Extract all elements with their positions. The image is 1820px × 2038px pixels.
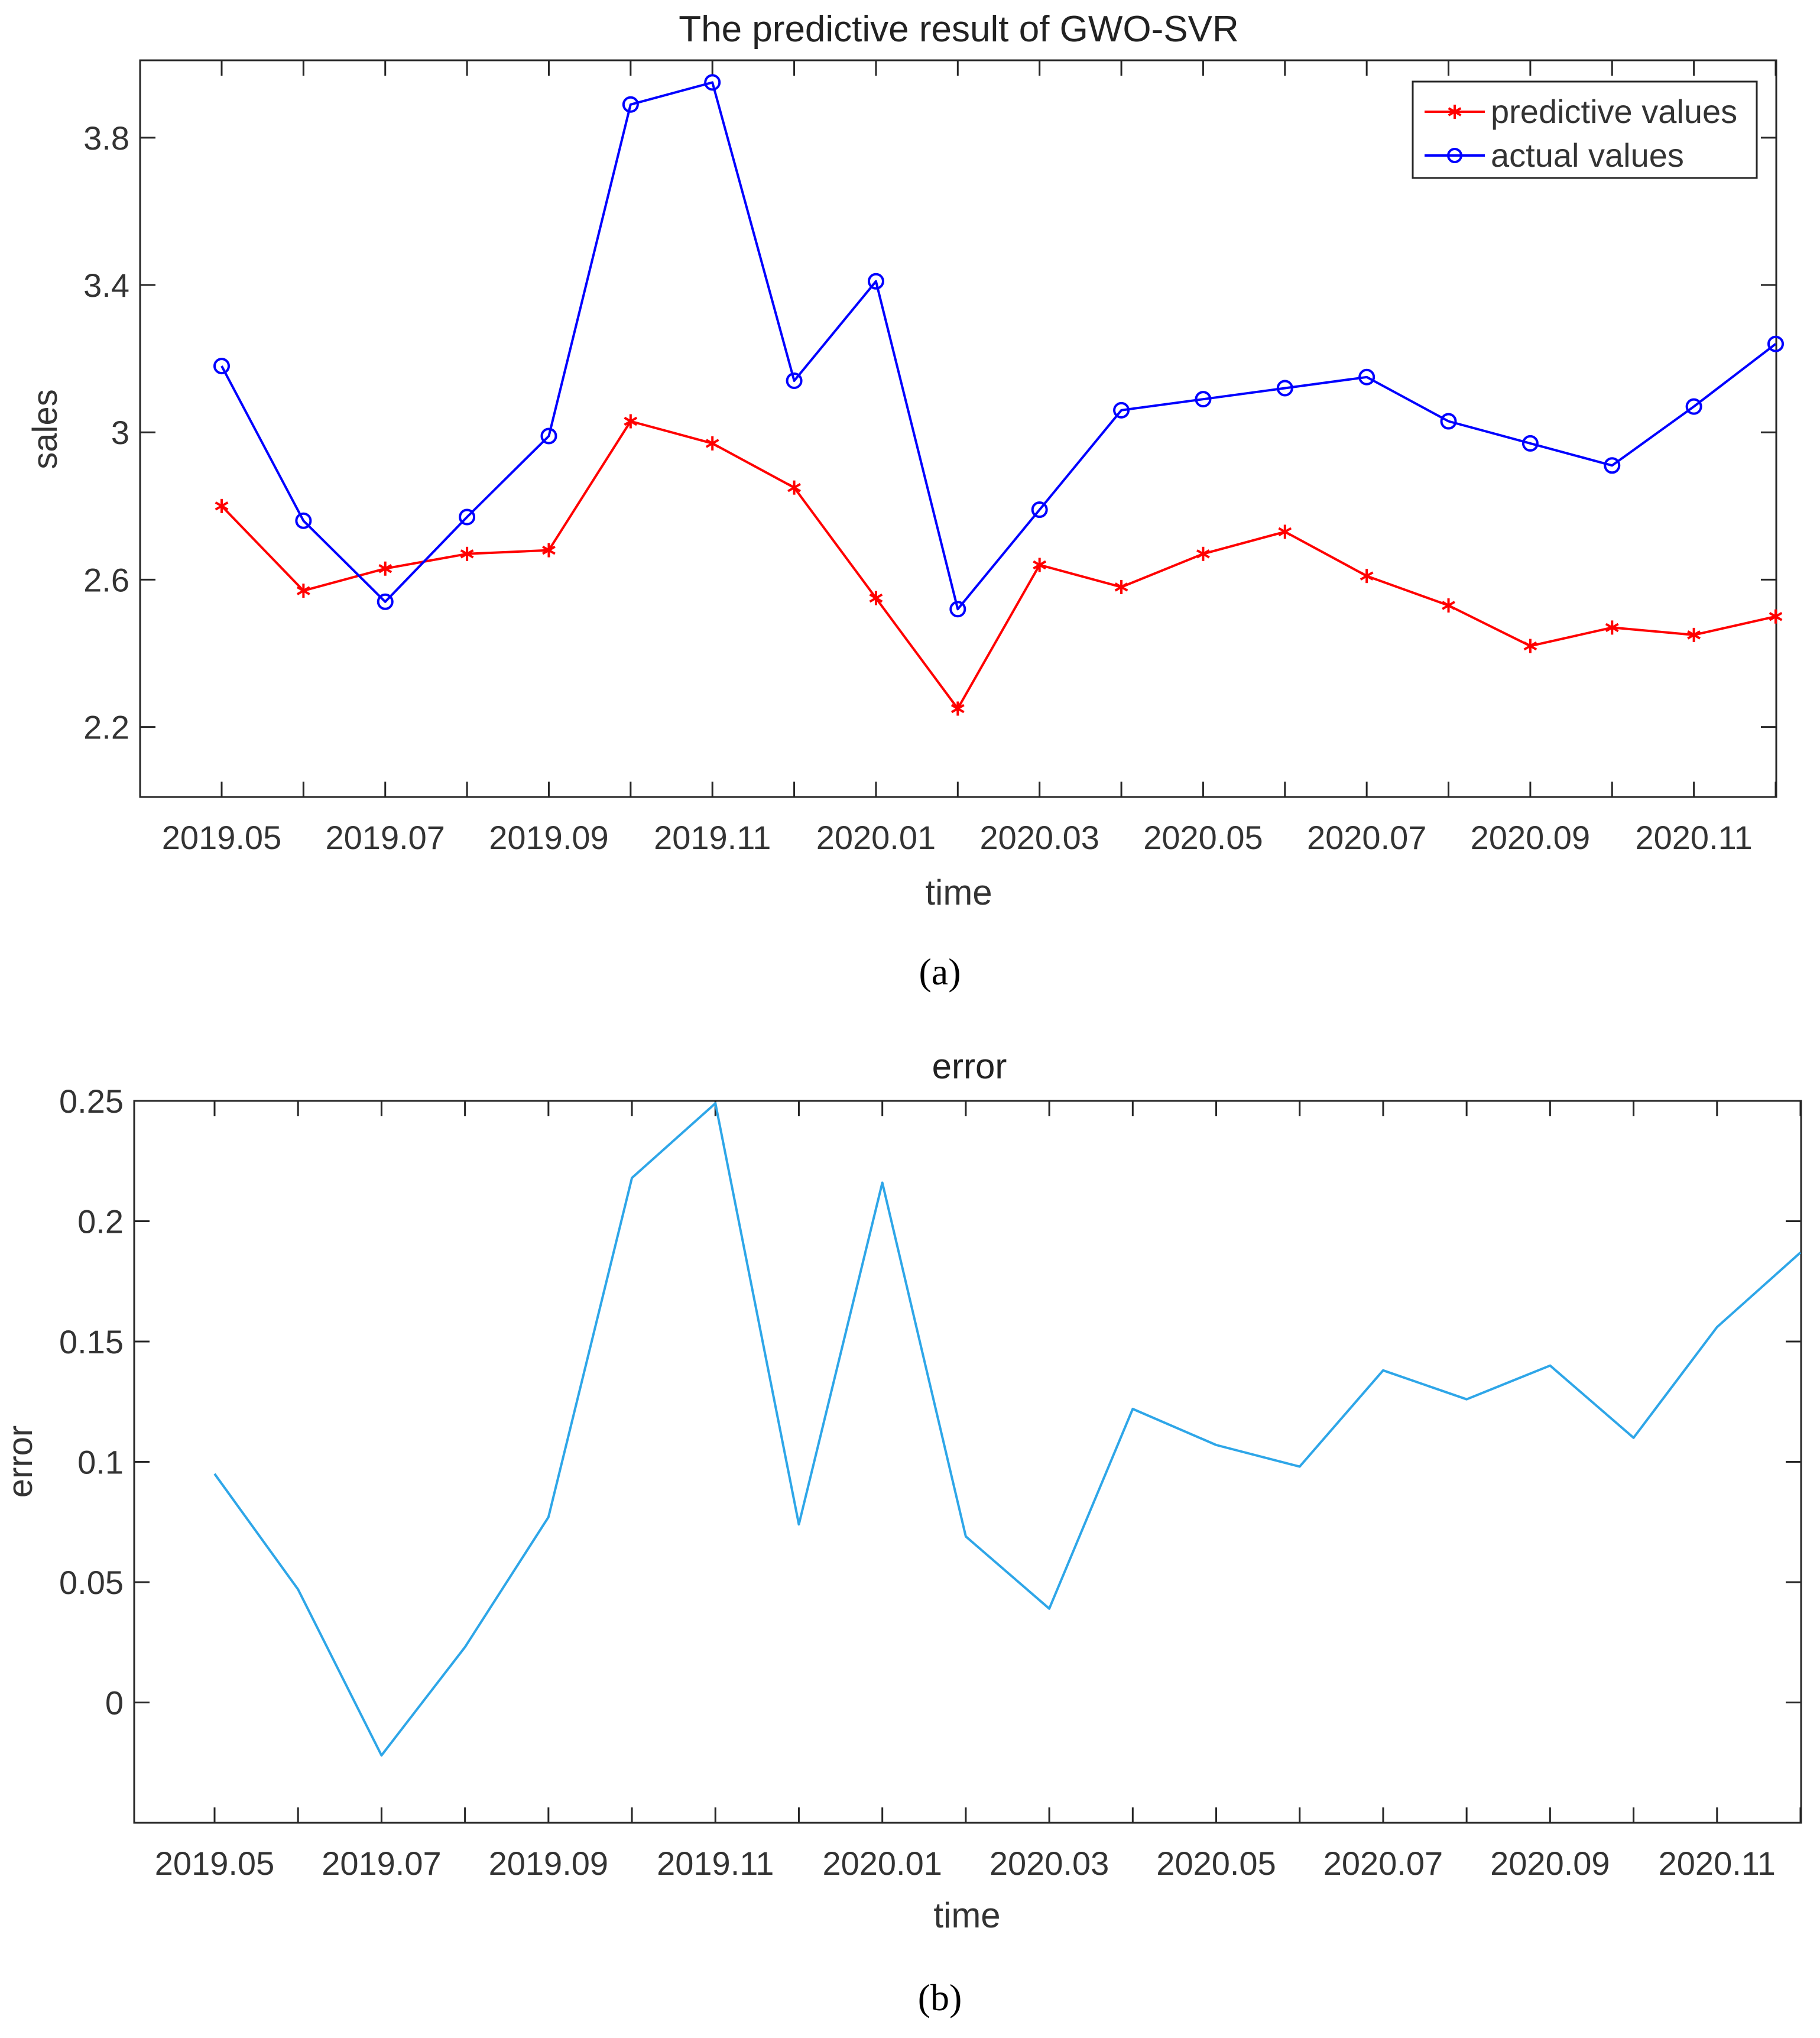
data-point-actual: [1195, 391, 1212, 408]
xtick-label: 2019.05: [155, 1845, 274, 1882]
data-point-predictive: [215, 498, 229, 513]
data-point-actual: [1440, 413, 1457, 430]
data-point-actual: [295, 512, 312, 529]
data-point-predictive: [378, 561, 392, 576]
legend-actual-label: actual values: [1491, 137, 1684, 174]
chart-a-ylabel: sales: [26, 389, 64, 469]
data-point-predictive: [1196, 546, 1210, 561]
data-point-predictive: [624, 414, 638, 429]
xtick-label: 2020.11: [1659, 1845, 1776, 1882]
ytick-label: 0.1: [77, 1444, 124, 1481]
xtick-label: 2019.11: [654, 819, 771, 856]
chart-b-xlabel: time: [933, 1896, 1000, 1935]
data-point-predictive: [460, 546, 474, 561]
xtick-label: 2020.11: [1635, 819, 1752, 856]
data-point-actual: [1685, 398, 1702, 415]
xtick-label: 2019.07: [322, 1845, 441, 1882]
ytick-label: 2.6: [83, 561, 129, 598]
xtick-label: 2019.05: [162, 819, 281, 856]
legend-actual-marker: [1447, 148, 1462, 163]
data-point-predictive: [1605, 620, 1619, 635]
chart-b-ylabel: error: [1, 1425, 40, 1498]
xtick-label: 2019.11: [657, 1845, 774, 1882]
series-line-error: [213, 1102, 1802, 1757]
xtick-label: 2020.05: [1156, 1845, 1276, 1882]
xtick-label: 2020.05: [1143, 819, 1263, 856]
xtick-label: 2019.09: [489, 1845, 608, 1882]
caption-a: (a): [919, 951, 961, 993]
chart-b-title: error: [932, 1046, 1007, 1086]
data-point-actual: [704, 74, 721, 91]
panel-a: The predictive result of GWO-SVR 2.2 2.6 3…: [26, 9, 1784, 993]
xtick-label: 2019.07: [326, 819, 445, 856]
data-point-actual: [949, 601, 966, 618]
data-point-actual: [622, 96, 639, 113]
caption-b: (b): [918, 1977, 962, 2018]
data-point-predictive: [1523, 639, 1537, 653]
data-point-predictive: [542, 543, 556, 558]
ytick-label: 2.2: [83, 709, 129, 746]
ytick-label: 3.8: [83, 119, 129, 157]
data-point-actual: [867, 273, 884, 290]
data-point-predictive: [1769, 609, 1783, 624]
chart-a-xlabel: time: [925, 873, 992, 912]
series-line-predictive-values: [220, 420, 1776, 710]
data-point-actual: [540, 427, 557, 445]
chart-a-plot-area: [139, 59, 1777, 798]
data-point-actual: [1521, 435, 1539, 452]
data-point-predictive: [296, 584, 310, 598]
ytick-label: 0.25: [59, 1083, 124, 1120]
data-point-actual: [1031, 501, 1048, 519]
ytick-label: 0: [105, 1684, 124, 1722]
data-point-predictive: [1360, 569, 1374, 584]
xtick-label: 2020.07: [1307, 819, 1426, 856]
data-point-actual: [1767, 335, 1784, 352]
xtick-label: 2019.09: [489, 819, 608, 856]
xtick-label: 2020.03: [990, 1845, 1109, 1882]
legend-predictive-marker: [1448, 105, 1462, 119]
ytick-label: 3.4: [83, 267, 129, 304]
data-point-actual: [377, 593, 394, 610]
data-point-actual: [1358, 368, 1375, 385]
data-point-predictive: [787, 480, 801, 495]
xtick-label: 2020.01: [816, 819, 936, 856]
data-point-predictive: [705, 436, 719, 451]
data-point-actual: [786, 372, 803, 390]
xtick-label: 2020.01: [822, 1845, 942, 1882]
data-point-actual: [1113, 401, 1130, 419]
legend-box: [1412, 80, 1758, 179]
data-point-predictive: [1033, 558, 1047, 572]
ytick-label: 0.15: [59, 1323, 124, 1360]
data-point-actual: [459, 508, 476, 526]
legend-star-glyph: [1448, 105, 1462, 119]
panel-b: error 0 0.05 0.1 0.15 0.2 0.25 2019.05 2019.07…: [1, 1046, 1802, 2018]
data-point-actual: [1276, 380, 1293, 397]
xtick-label: 2020.09: [1471, 819, 1590, 856]
series-line-actual-values: [220, 81, 1777, 611]
data-point-predictive: [1278, 524, 1292, 539]
data-point-actual: [1604, 457, 1621, 474]
chart-a-legend: predictive values actual values: [1412, 80, 1758, 179]
chart-b-plot-area: [133, 1100, 1802, 1824]
data-point-actual: [213, 358, 230, 375]
xtick-label: 2020.09: [1490, 1845, 1610, 1882]
data-point-predictive: [950, 701, 965, 716]
data-point-predictive: [869, 591, 883, 605]
data-point-predictive: [1114, 579, 1128, 594]
data-point-predictive: [1687, 627, 1701, 642]
data-point-predictive: [1442, 598, 1455, 613]
chart-a-title: The predictive result of GWO-SVR: [679, 9, 1239, 50]
ytick-label: 0.2: [77, 1203, 124, 1240]
ytick-label: 3: [111, 414, 129, 451]
ytick-label: 0.05: [59, 1564, 124, 1601]
xtick-label: 2020.07: [1323, 1845, 1443, 1882]
legend-predictive-label: predictive values: [1491, 93, 1737, 130]
xtick-label: 2020.03: [979, 819, 1099, 856]
